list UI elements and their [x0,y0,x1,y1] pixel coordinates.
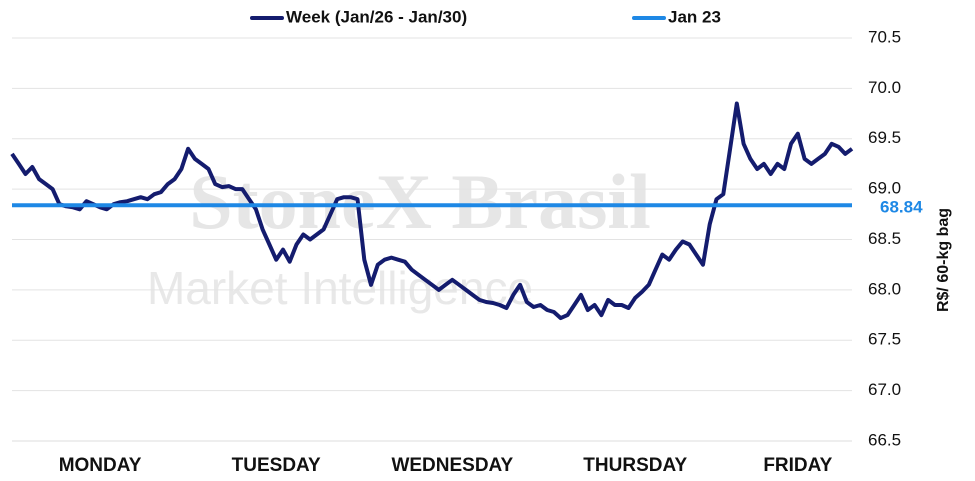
series-line [10,101,854,321]
x-tick-label: WEDNESDAY [391,455,513,476]
y-tick-label: 67.5 [868,330,901,349]
x-tick-label: FRIDAY [763,455,832,476]
x-tick-label: TUESDAY [232,455,321,476]
y-tick-label: 66.5 [868,430,901,449]
legend-label: Week (Jan/26 - Jan/30) [286,7,467,26]
y-tick-label: 70.0 [868,78,901,97]
watermark: StoneX Brasil [189,158,651,245]
x-tick-label: MONDAY [59,455,142,476]
value-label: 68.84 [880,198,923,217]
y-axis-label: R$/ 60-kg bag [935,208,952,312]
y-tick-label: 69.5 [868,128,901,147]
y-tick-label: 69.0 [868,179,901,198]
y-tick-label: 70.5 [868,27,901,46]
y-tick-label: 68.0 [868,279,901,298]
legend-label: Jan 23 [668,7,721,26]
watermark: Market Intelligence [147,262,533,314]
y-tick-label: 67.0 [868,380,901,399]
x-tick-label: THURSDAY [583,455,687,476]
y-tick-label: 68.5 [868,229,901,248]
